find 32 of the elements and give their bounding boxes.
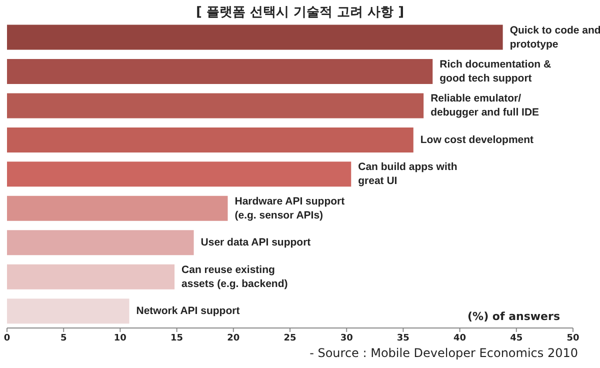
y-tick-label: Quick to code and prototype [510, 24, 600, 50]
bar [7, 162, 352, 187]
y-tick-label: Rich documentation & good tech support [440, 58, 552, 84]
x-tick-label: 10 [114, 333, 126, 344]
y-tick-label: Can build apps with great UI [358, 160, 458, 187]
x-tick-label: 0 [4, 333, 10, 344]
bar [7, 93, 424, 118]
x-tick-label: 20 [227, 333, 240, 344]
x-tick-label: 45 [510, 333, 523, 344]
x-tick-label: 25 [284, 333, 296, 344]
bar [7, 196, 228, 221]
y-tick-label: Hardware API support (e.g. sensor APIs) [234, 195, 346, 222]
bar [7, 127, 414, 152]
x-tick-label: 15 [170, 333, 184, 344]
x-tick-label: 35 [396, 333, 410, 344]
x-tick-label: 50 [566, 333, 580, 344]
bar [7, 24, 503, 50]
bar [7, 298, 130, 324]
bar [7, 59, 433, 84]
y-tick-label: Low cost development [420, 134, 534, 146]
x-tick-label: 5 [60, 333, 67, 344]
text: - Source : Mobile Developer Economics 2010 [310, 346, 578, 360]
x-axis-title: (%) of answers [468, 310, 560, 323]
y-tick-label: Network API support [136, 304, 240, 317]
y-tick-label: User data API support [200, 236, 312, 248]
chart-title: [ 플랫폼 선택시 기술적 고려 사항 ] [194, 4, 406, 21]
x-tick-label: 30 [340, 333, 353, 344]
bar [7, 264, 175, 290]
x-tick-label: 40 [454, 333, 466, 344]
bar [7, 230, 194, 256]
y-tick-label: Reliable emulator/ debugger and full IDE [430, 92, 540, 119]
y-tick-label: Can reuse existing assets (e.g. backend) [182, 264, 288, 290]
